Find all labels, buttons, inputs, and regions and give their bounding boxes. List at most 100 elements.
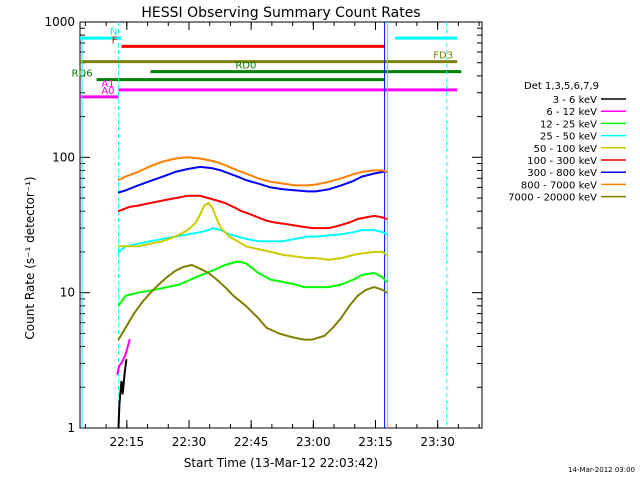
y-axis-label: Count Rate (s⁻¹ detector⁻¹): [23, 176, 37, 339]
series-point-9: [199, 268, 201, 270]
series-point-8: [327, 180, 330, 183]
series-point-1: [123, 371, 126, 373]
series-point-9: [290, 336, 293, 338]
series-point-6: [128, 206, 131, 208]
series-point-9: [265, 327, 268, 329]
series-line-6: [118, 194, 388, 230]
legend-label: 100 - 300 keV: [527, 156, 597, 167]
series-point-9: [215, 278, 218, 281]
series-point-8: [174, 157, 177, 160]
x-tick-label: 22:15: [110, 435, 145, 449]
y-tick-label: 1000: [44, 15, 75, 29]
series-point-9: [191, 264, 193, 266]
series-point-9: [232, 294, 235, 297]
series-point-1: [125, 358, 128, 361]
x-tick-label: 22:30: [172, 435, 207, 449]
series-point-9: [244, 304, 247, 307]
series-point-8: [199, 157, 201, 160]
series-point-5: [220, 227, 222, 229]
series-point-5: [186, 229, 189, 231]
series-point-6: [149, 202, 152, 204]
series-point-6: [124, 207, 127, 210]
series-point-8: [186, 156, 189, 159]
series-point-7: [211, 167, 214, 170]
series-point-9: [182, 266, 185, 268]
legend-label: 6 - 12 keV: [546, 107, 597, 118]
series-point-9: [373, 286, 376, 288]
series-point-2: [128, 338, 131, 341]
series-point-4: [207, 229, 210, 231]
series-point-6: [327, 227, 330, 229]
legend-header: Det 1,3,5,6,7,9: [524, 81, 599, 92]
series-point-3: [117, 304, 120, 307]
series-point-5: [385, 254, 388, 256]
series-point-4: [381, 231, 384, 233]
series-point-8: [352, 173, 355, 176]
series-point-5: [373, 251, 376, 253]
series-point-4: [340, 233, 342, 236]
series-point-4: [137, 242, 139, 245]
series-point-2: [118, 364, 121, 367]
series-point-6: [249, 213, 251, 216]
x-tick-label: 22:45: [234, 435, 269, 449]
series-point-9: [157, 283, 160, 286]
series-point-5: [215, 218, 218, 220]
state-bar-label: A1: [101, 79, 114, 90]
series-point-3: [282, 281, 284, 283]
series-point-9: [348, 304, 351, 307]
series-point-4: [361, 229, 363, 231]
series-point-5: [294, 255, 297, 258]
series-point-5: [236, 240, 239, 243]
state-bar-label: A0: [101, 86, 114, 97]
series-point-5: [315, 257, 318, 259]
series-point-6: [373, 214, 376, 217]
series-point-9: [141, 301, 143, 304]
series-point-5: [361, 252, 363, 255]
series-point-7: [373, 172, 376, 175]
series-point-1: [121, 392, 124, 395]
series-line-7: [118, 165, 387, 194]
series-point-9: [257, 317, 260, 319]
series-point-8: [220, 162, 222, 165]
series-point-7: [327, 188, 330, 191]
series-point-8: [211, 160, 214, 162]
series-point-6: [381, 216, 384, 219]
series-point-4: [307, 235, 309, 238]
series-point-8: [282, 182, 284, 185]
plot-area: 22:15 22:30 22:45 23:00 23:15 23:30 1 10 100 1000…: [44, 15, 626, 449]
series-point-2: [120, 362, 123, 365]
series-point-8: [315, 183, 318, 186]
series-point-7: [137, 184, 139, 187]
series-point-6: [240, 210, 243, 212]
series-point-8: [257, 177, 260, 180]
legend-label: 7000 - 20000 keV: [508, 193, 597, 204]
series-point-1: [118, 403, 121, 405]
series-point-7: [174, 171, 177, 173]
series-point-5: [162, 240, 164, 243]
series-point-8: [162, 160, 164, 163]
series-point-8: [137, 171, 139, 173]
series-point-8: [373, 169, 376, 172]
series-point-6: [232, 206, 235, 208]
series-point-9: [302, 338, 305, 341]
series-point-3: [315, 286, 318, 288]
series-point-3: [361, 274, 363, 276]
series-point-4: [257, 240, 260, 243]
series-point-7: [340, 184, 342, 187]
series-line-5: [118, 202, 388, 261]
series-point-8: [117, 179, 120, 181]
x-axis-label: Start Time (13-Mar-12 22:03:42): [184, 456, 378, 470]
series-point-6: [186, 194, 189, 197]
state-bar-label: F: [112, 35, 118, 46]
series-point-4: [162, 238, 164, 240]
series-point-6: [348, 221, 351, 224]
series-point-6: [273, 221, 276, 224]
series-point-3: [137, 291, 139, 294]
series-point-9: [133, 312, 135, 315]
legend-label: 50 - 100 keV: [534, 144, 598, 155]
series-point-5: [117, 245, 120, 248]
series-point-5: [340, 257, 342, 259]
series-point-4: [294, 238, 297, 240]
series-point-6: [286, 223, 289, 226]
series-point-6: [162, 199, 164, 202]
